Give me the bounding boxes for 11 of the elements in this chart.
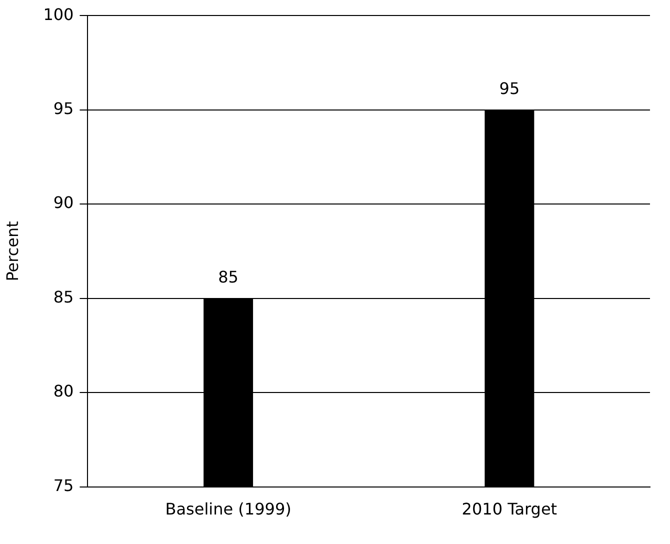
y-tick-label: 75 xyxy=(53,476,74,495)
y-tick-label: 95 xyxy=(53,98,74,118)
y-tick-label: 80 xyxy=(53,382,74,401)
y-tick-label: 85 xyxy=(53,287,74,306)
x-tick-label: Baseline (1999) xyxy=(165,500,292,519)
x-tick-label: 2010 Target xyxy=(462,500,558,519)
y-tick-label: 90 xyxy=(53,193,74,212)
y-tick-label: 100 xyxy=(43,4,74,24)
data-label: 95 xyxy=(499,78,520,98)
y-axis-title: Percent xyxy=(2,221,22,282)
data-label: 85 xyxy=(218,267,238,286)
